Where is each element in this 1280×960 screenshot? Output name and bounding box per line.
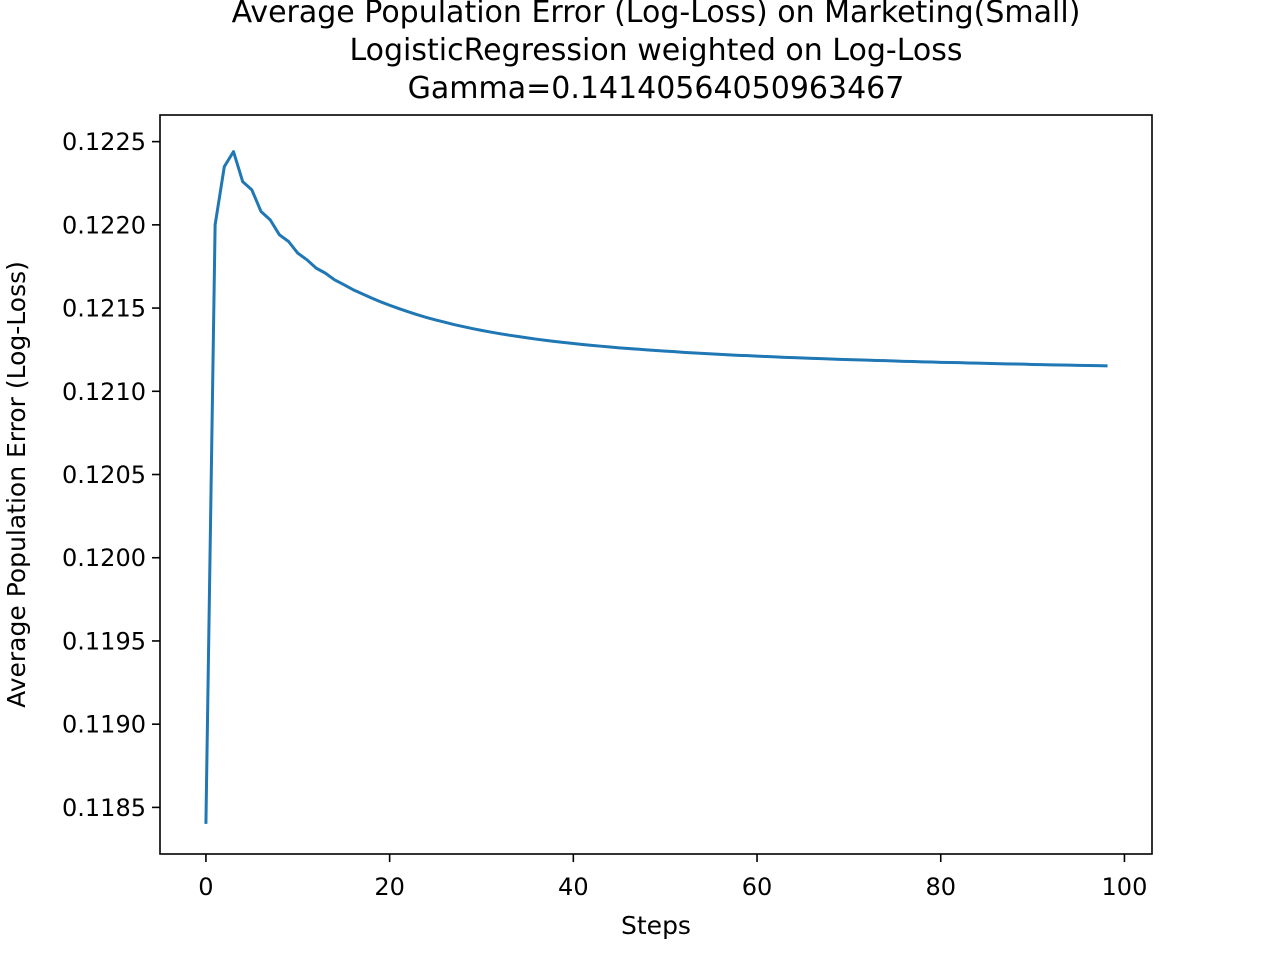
x-tick-label: 60 [742,873,773,901]
chart-title: Average Population Error (Log-Loss) on M… [232,0,1081,106]
y-tick-label: 0.1190 [62,711,146,739]
series-line-1 [204,150,1108,824]
x-axis-label: Steps [621,911,691,940]
x-tick-label: 40 [558,873,589,901]
x-tick-label: 100 [1102,873,1148,901]
x-tick-label: 80 [925,873,956,901]
y-tick-label: 0.1210 [62,378,146,406]
y-axis-ticks: 0.1185 0.1190 0.1195 0.1200 0.1205 0.1210 0.12… [62,128,160,822]
plot-area-frame [159,114,1153,855]
y-tick-label: 0.1220 [62,211,146,239]
x-tick-label: 0 [198,873,213,901]
y-tick-label: 0.1215 [62,295,146,323]
y-axis-label: Average Population Error (Log-Loss) [2,261,31,708]
x-tick-label: 20 [374,873,405,901]
chart-title-line-1: Average Population Error (Log-Loss) on M… [232,0,1081,30]
y-tick-label: 0.1225 [62,128,146,156]
y-tick-label: 0.1205 [62,461,146,489]
y-tick-label: 0.1200 [62,544,146,572]
x-axis-ticks: 0 20 40 60 80 100 [198,854,1147,901]
y-tick-label: 0.1185 [62,794,146,822]
y-tick-label: 0.1195 [62,627,146,655]
chart-title-line-3: Gamma=0.14140564050963467 [408,71,905,106]
series-lines [204,150,1108,824]
chart-title-line-2: LogisticRegression weighted on Log-Loss [349,33,962,68]
